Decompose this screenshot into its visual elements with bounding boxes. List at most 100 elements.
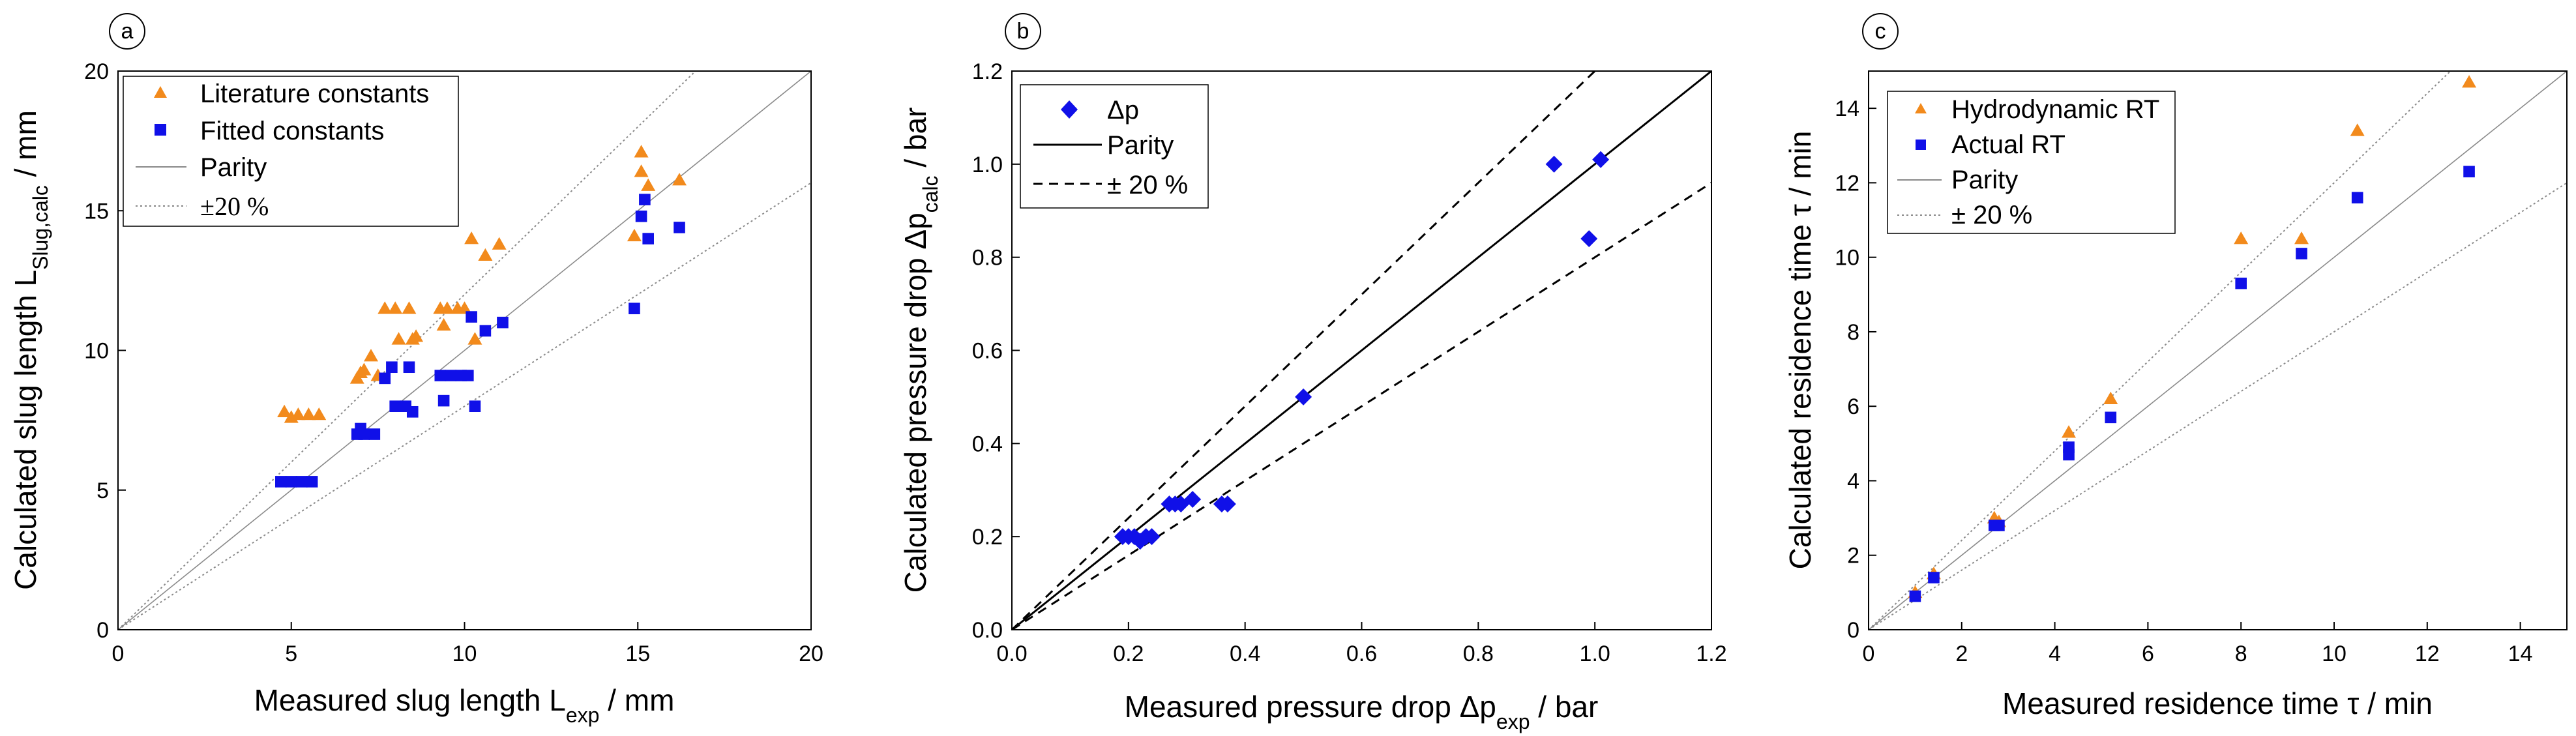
- panel-a-legend-marker-literature: [154, 86, 167, 98]
- panel-a-band-lower-line: [118, 182, 811, 630]
- panel-c-letter: c: [1875, 19, 1886, 44]
- panel-c-ytick-label: 4: [1847, 469, 1859, 493]
- panel-b: b 0.0 0.2 0.4 0.6 0.8 1.0 1.2 0.0 0.2 0.4 0.6 0.8 1.…: [898, 13, 1727, 733]
- panel-b-xtick-label: 0.6: [1346, 641, 1377, 666]
- panel-c-legend-actual: Actual RT: [1951, 130, 2065, 159]
- panel-c-xtick-label: 10: [2322, 641, 2347, 666]
- panel-c-xtick-label: 4: [2049, 641, 2061, 666]
- panel-a-reference-lines: [118, 71, 811, 630]
- panel-a-xtick-label: 0: [112, 641, 125, 666]
- panel-a-point-triangle-12: [391, 332, 406, 345]
- panel-c-ytick-label: 0: [1847, 618, 1859, 643]
- panel-c-point-square-5: [2063, 441, 2075, 453]
- panel-a-point-square-18: [462, 370, 474, 381]
- panel-a-point-triangle-18: [439, 301, 454, 314]
- panel-a-point-square-26: [642, 233, 654, 244]
- panel-b-ylabel: Calculated pressure drop Δpcalc / bar: [898, 108, 942, 593]
- panel-b-point-diamond-15: [1592, 151, 1610, 168]
- panel-c-point-square-6: [2105, 411, 2117, 424]
- panel-c-ytick-label: 14: [1835, 96, 1859, 121]
- panel-a-point-square-12: [403, 361, 415, 374]
- panel-a-point-triangle-8: [363, 349, 378, 362]
- panel-a-point-square-10: [389, 400, 401, 412]
- panel-a-point-square-16: [445, 370, 457, 381]
- panel-c-xtick-label: 0: [1863, 641, 1875, 666]
- panel-c-ytick-label: 8: [1847, 320, 1859, 345]
- panel-b-legend-parity: Parity: [1107, 131, 1174, 160]
- panel-b-xlabel: Measured pressure drop Δpexp / bar: [1125, 690, 1599, 733]
- panel-a-point-square-2: [295, 476, 308, 488]
- panel-a-band-upper-line: [118, 71, 697, 630]
- panel-a-point-triangle-3: [301, 407, 316, 420]
- panel-a-legend-parity: Parity: [200, 153, 267, 182]
- panel-a-point-triangle-24: [492, 237, 507, 250]
- panel-c-xtick-label: 2: [1955, 641, 1968, 666]
- panel-c-legend-band: ± 20 %: [1951, 201, 2032, 229]
- panel-a-ticks: 0 5 10 15 20 0 5 10 15 20: [84, 59, 823, 666]
- panel-a-point-square-15: [437, 394, 450, 407]
- panel-a-series-literature: [277, 145, 687, 423]
- panel-a-point-square-1: [285, 476, 297, 488]
- panel-a-series-fitted: [275, 194, 685, 488]
- panel-c-point-triangle-8: [2350, 123, 2365, 136]
- panel-c-band-lower-line: [1869, 182, 2567, 630]
- panel-a-point-square-20: [469, 400, 481, 412]
- panel-b-legend-marker-dp: [1061, 100, 1078, 119]
- panel-b-legend-box: [1020, 84, 1209, 209]
- panel-b-band-upper-line: [1012, 71, 1597, 630]
- panel-c-point-square-8: [2296, 248, 2307, 259]
- panel-a-point-square-24: [635, 211, 647, 222]
- panel-b-ytick-label: 0.4: [972, 432, 1003, 456]
- panel-c-point-square-9: [2351, 192, 2363, 204]
- panel-a-xtick-label: 10: [452, 641, 477, 666]
- panel-b-legend: Δp Parity ± 20 %: [1020, 84, 1209, 209]
- panel-b-legend-dp: Δp: [1107, 96, 1139, 125]
- panel-a-point-square-14: [434, 370, 447, 381]
- panel-a-point-triangle-4: [312, 407, 327, 420]
- panel-a-xlabel: Measured slug length Lexp / mm: [254, 683, 675, 727]
- panel-a-point-triangle-13: [402, 301, 417, 314]
- panel-b-letter-circle: [1005, 13, 1041, 50]
- panel-b-ytick-label: 1.2: [972, 59, 1003, 84]
- panel-a-point-triangle-26: [634, 145, 649, 158]
- panel-c-point-triangle-4: [2062, 425, 2077, 438]
- panel-a-point-triangle-27: [634, 164, 649, 177]
- panel-c-xtick-label: 6: [2142, 641, 2154, 666]
- panel-c-xtick-label: 12: [2415, 641, 2440, 666]
- panel-a-point-triangle-10: [378, 301, 392, 314]
- panel-b-point-diamond-12: [1295, 388, 1312, 405]
- panel-a-point-square-27: [674, 222, 685, 233]
- panel-a-point-square-22: [497, 316, 509, 329]
- panel-c-point-triangle-9: [2462, 75, 2477, 88]
- panel-b-band-lower-line: [1012, 182, 1711, 630]
- panel-c-point-square-1: [1928, 572, 1940, 583]
- panel-a-point-square-3: [306, 476, 318, 488]
- panel-c-ytick-label: 12: [1835, 171, 1859, 196]
- panel-c-plot-frame: [1868, 70, 2568, 630]
- panel-a-ylabel: Calculated slug length LSlug,calc / mm: [8, 110, 52, 590]
- panel-c-ticks: 0 2 4 6 8 10 12 14 0 2 4 6 8 10 12 14: [1835, 96, 2532, 666]
- panel-b-ytick-label: 0.2: [972, 525, 1003, 550]
- panel-b-legend-band: ± 20 %: [1107, 171, 1188, 199]
- panel-a-point-square-19: [466, 311, 477, 323]
- panel-a-point-square-13: [406, 405, 419, 418]
- panel-a-legend-marker-fitted: [155, 124, 166, 136]
- panel-a-point-square-8: [379, 372, 391, 385]
- panel-a-ytick-label: 15: [84, 199, 109, 224]
- panel-c-point-square-7: [2235, 277, 2247, 289]
- panel-b-letter: b: [1017, 19, 1029, 44]
- panel-a-point-triangle-20: [457, 301, 472, 314]
- panel-a-point-triangle-23: [478, 248, 493, 261]
- panel-a-point-triangle-22: [467, 332, 482, 345]
- panel-a-point-square-6: [358, 428, 370, 440]
- panel-c: c 0 2 4 6 8 10 12 14 0 2 4 6 8 10 12 14 Measured reside…: [1783, 13, 2568, 720]
- panel-a-letter: a: [121, 19, 134, 44]
- panel-c-ylabel: Calculated residence time τ / min: [1783, 131, 1817, 570]
- panel-a-point-square-21: [479, 325, 492, 337]
- panel-c-band-upper-line: [1869, 71, 2451, 630]
- panel-b-ticks: 0.0 0.2 0.4 0.6 0.8 1.0 1.2 0.0 0.2 0.4 0.6 0.8 1.0 1…: [972, 59, 1727, 666]
- panel-c-ytick-label: 6: [1847, 394, 1859, 419]
- panel-c-legend-marker-hydrodynamic: [1915, 103, 1927, 113]
- panel-c-reference-lines: [1869, 71, 2567, 630]
